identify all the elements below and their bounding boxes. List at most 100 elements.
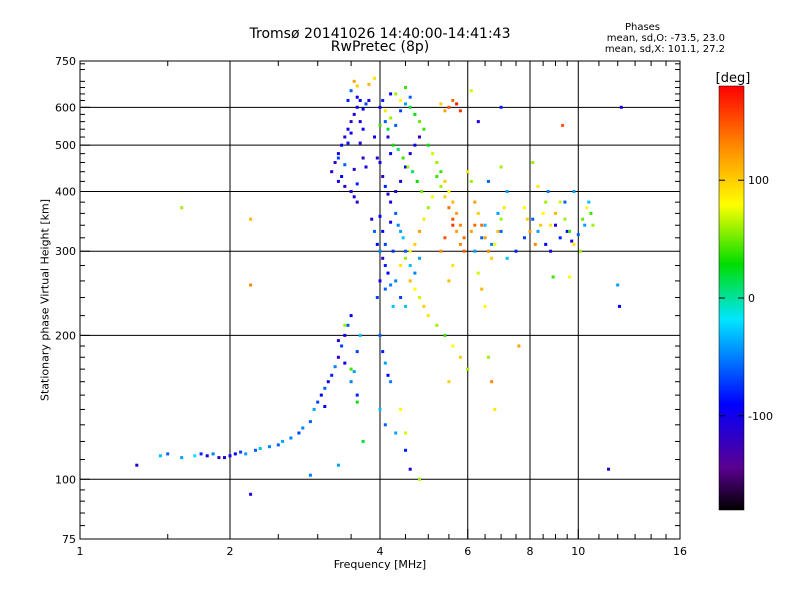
data-point-o bbox=[499, 105, 503, 109]
phase-stats-x: mean, sd,X: 101.1, 27.2 bbox=[604, 44, 725, 55]
data-point-o bbox=[408, 95, 412, 99]
data-point-o bbox=[330, 170, 334, 174]
x-tick-label: 2 bbox=[227, 545, 234, 558]
data-point-o bbox=[323, 386, 327, 390]
data-point-x bbox=[373, 76, 376, 80]
data-point-o bbox=[361, 107, 365, 111]
data-point-o bbox=[258, 447, 262, 450]
data-point-x bbox=[499, 217, 503, 221]
y-tick-label: 100 bbox=[55, 473, 76, 486]
data-point-x bbox=[399, 407, 403, 411]
data-point-x bbox=[466, 367, 470, 371]
data-point-x bbox=[589, 211, 593, 215]
data-point-x bbox=[568, 275, 571, 279]
data-point-o bbox=[381, 229, 385, 233]
data-point-o bbox=[546, 190, 550, 193]
data-point-o bbox=[205, 454, 209, 458]
data-point-o bbox=[486, 179, 490, 183]
chart-title: Tromsø 20141026 14:40:00-14:41:43 bbox=[249, 26, 511, 42]
data-point-o bbox=[389, 92, 393, 96]
data-point-x bbox=[447, 206, 451, 210]
data-point-o bbox=[418, 135, 421, 139]
data-point-x bbox=[408, 279, 412, 283]
data-point-o bbox=[340, 344, 344, 348]
data-point-o bbox=[531, 217, 535, 221]
data-point-x bbox=[585, 206, 589, 210]
data-point-o bbox=[544, 242, 548, 246]
data-point-o bbox=[394, 123, 398, 127]
data-point-x bbox=[422, 217, 426, 221]
data-point-o bbox=[364, 102, 368, 106]
data-point-x bbox=[426, 314, 430, 318]
data-point-o bbox=[418, 256, 421, 260]
data-point-x bbox=[551, 275, 555, 279]
data-point-x bbox=[458, 223, 462, 227]
data-point-o bbox=[536, 229, 540, 233]
data-point-o bbox=[355, 200, 359, 204]
data-point-o bbox=[340, 175, 344, 178]
data-point-o bbox=[370, 217, 374, 221]
data-point-o bbox=[389, 200, 393, 204]
data-point-o bbox=[336, 355, 340, 359]
data-point-x bbox=[466, 170, 470, 174]
data-point-x bbox=[490, 380, 494, 384]
data-point-o bbox=[394, 211, 398, 215]
colorbar-tick-label: -100 bbox=[748, 410, 773, 423]
data-point-x bbox=[389, 116, 393, 120]
data-point-o bbox=[408, 264, 412, 267]
data-point-x bbox=[476, 211, 480, 215]
data-point-o bbox=[587, 200, 591, 204]
data-point-o bbox=[358, 333, 362, 337]
data-point-x bbox=[411, 170, 415, 174]
data-point-x bbox=[549, 223, 553, 227]
data-point-x bbox=[361, 439, 365, 443]
data-point-x bbox=[483, 236, 487, 240]
data-point-x bbox=[458, 109, 462, 113]
data-point-x bbox=[447, 105, 451, 109]
data-point-o bbox=[343, 361, 347, 365]
data-point-o bbox=[193, 454, 197, 458]
data-point-o bbox=[355, 393, 359, 397]
data-point-o bbox=[378, 249, 382, 253]
data-point-x bbox=[581, 217, 585, 221]
data-point-x bbox=[480, 287, 484, 291]
data-point-x bbox=[568, 229, 571, 233]
data-point-o bbox=[394, 190, 398, 193]
data-point-x bbox=[473, 200, 477, 204]
data-point-x bbox=[451, 344, 455, 348]
data-point-x bbox=[469, 229, 473, 233]
data-point-x bbox=[483, 304, 487, 308]
data-point-x bbox=[486, 249, 490, 253]
data-point-o bbox=[399, 109, 403, 113]
data-point-o bbox=[228, 454, 232, 458]
data-point-o bbox=[343, 163, 347, 167]
data-point-x bbox=[451, 217, 455, 221]
data-point-x bbox=[458, 355, 462, 359]
data-point-o bbox=[381, 99, 385, 102]
data-point-o bbox=[383, 184, 387, 188]
data-point-x bbox=[399, 264, 403, 267]
data-point-x bbox=[415, 179, 419, 183]
data-point-o bbox=[330, 373, 334, 377]
data-point-o bbox=[576, 233, 580, 237]
data-point-o bbox=[249, 492, 253, 496]
data-point-x bbox=[431, 195, 435, 199]
data-point-o bbox=[233, 452, 237, 456]
data-point-o bbox=[373, 229, 376, 233]
y-tick-label: 600 bbox=[55, 101, 76, 114]
data-point-x bbox=[455, 229, 459, 233]
data-point-o bbox=[558, 236, 562, 240]
data-point-x bbox=[490, 256, 494, 260]
data-point-x bbox=[563, 217, 567, 221]
data-point-x bbox=[418, 477, 421, 481]
data-point-x bbox=[451, 99, 455, 102]
data-point-o bbox=[619, 105, 623, 109]
y-tick-label: 500 bbox=[55, 139, 76, 152]
data-point-x bbox=[531, 161, 535, 164]
data-point-x bbox=[355, 84, 359, 88]
data-point-o bbox=[505, 190, 509, 193]
data-point-o bbox=[349, 380, 353, 384]
x-tick-label: 16 bbox=[673, 545, 687, 558]
data-point-o bbox=[217, 456, 221, 460]
